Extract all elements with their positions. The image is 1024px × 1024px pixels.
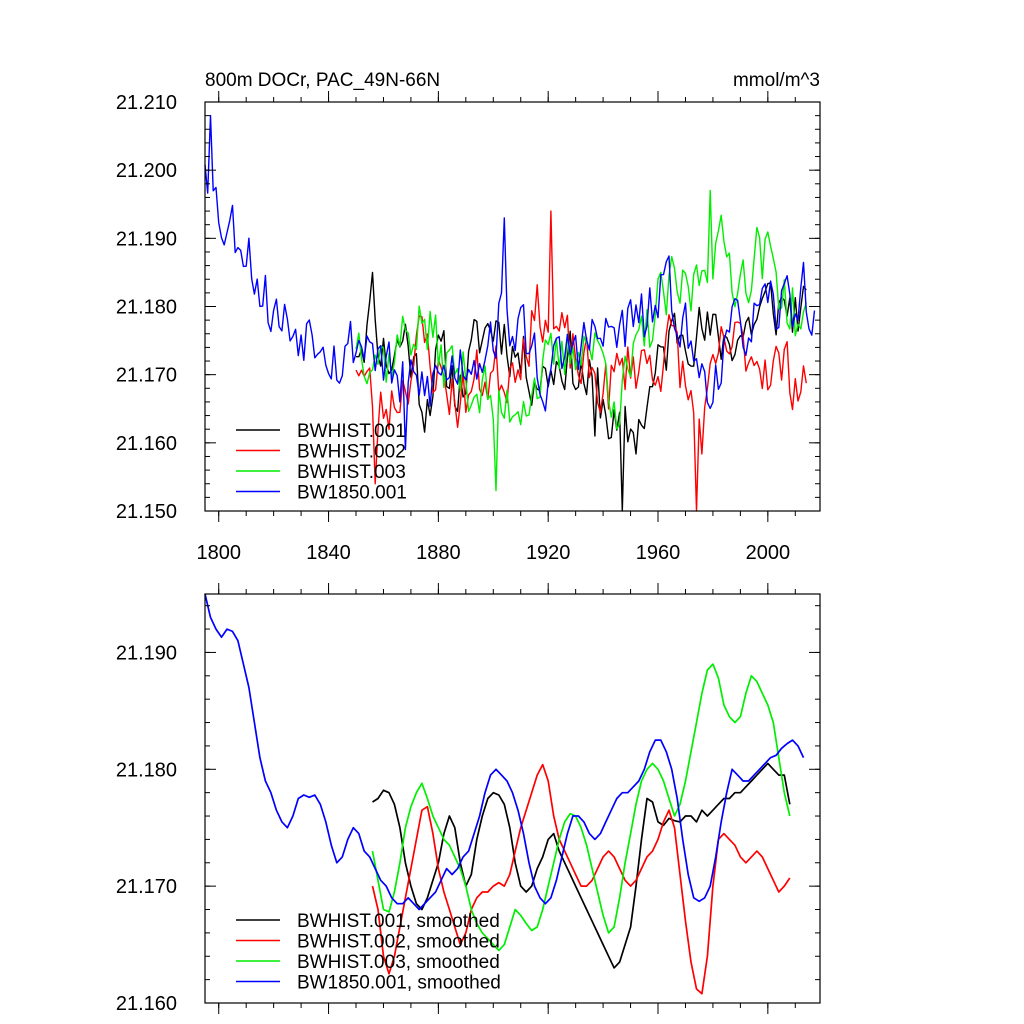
series-line-bwhist-003-smoothed [371,663,791,952]
legend-label: BWHIST.001, smoothed [297,911,500,932]
x-tick-label: 1920 [526,542,571,564]
top-panel-title: 800m DOCr, PAC_49N-66N [205,70,440,91]
x-tick-label: 1960 [636,542,681,564]
y-tick-label: 21.190 [116,228,177,250]
legend-label: BW1850.001 [297,483,407,504]
y-tick-label: 21.190 [116,642,177,664]
legend-label: BWHIST.001 [297,421,406,442]
top-panel-units: mmol/m^3 [733,70,820,91]
series-line-bw1850-001-smoothed [204,593,805,911]
top-panel: 800m DOCr, PAC_49N-66N mmol/m^3 21.150 21… [116,70,821,564]
x-tick-label: 2000 [746,542,791,564]
y-tick-label: 21.160 [116,433,177,455]
y-tick-label: 21.170 [116,365,177,387]
legend-label: BWHIST.002, smoothed [297,932,500,953]
series-line-bwhist-002-smoothed [371,763,791,995]
legend-label: BWHIST.002 [297,442,406,463]
series-line-bwhist-002 [355,210,807,512]
bottom-panel: 21.160 21.170 21.180 21.190 BWHIST.001, smoo… [116,583,821,1015]
legend-label: BWHIST.003 [297,462,406,483]
series-line-bwhist-003 [355,189,807,492]
y-tick-label: 21.180 [116,759,177,781]
x-tick-label: 1800 [196,542,241,564]
series-line-bwhist-001-smoothed [372,762,791,969]
y-tick-label: 21.180 [116,297,177,319]
legend-label: BW1850.001, smoothed [297,973,501,994]
x-tick-label: 1840 [306,542,351,564]
y-tick-label: 21.150 [116,501,177,523]
plot-frame [204,593,821,1004]
y-tick-label: 21.200 [116,160,177,182]
y-tick-label: 21.160 [116,993,177,1015]
series-line-bw1850-001 [204,114,816,451]
x-tick-label: 1880 [416,542,461,564]
y-tick-label: 21.210 [116,92,177,114]
legend-label: BWHIST.003, smoothed [297,952,500,973]
y-tick-label: 21.170 [116,876,177,898]
